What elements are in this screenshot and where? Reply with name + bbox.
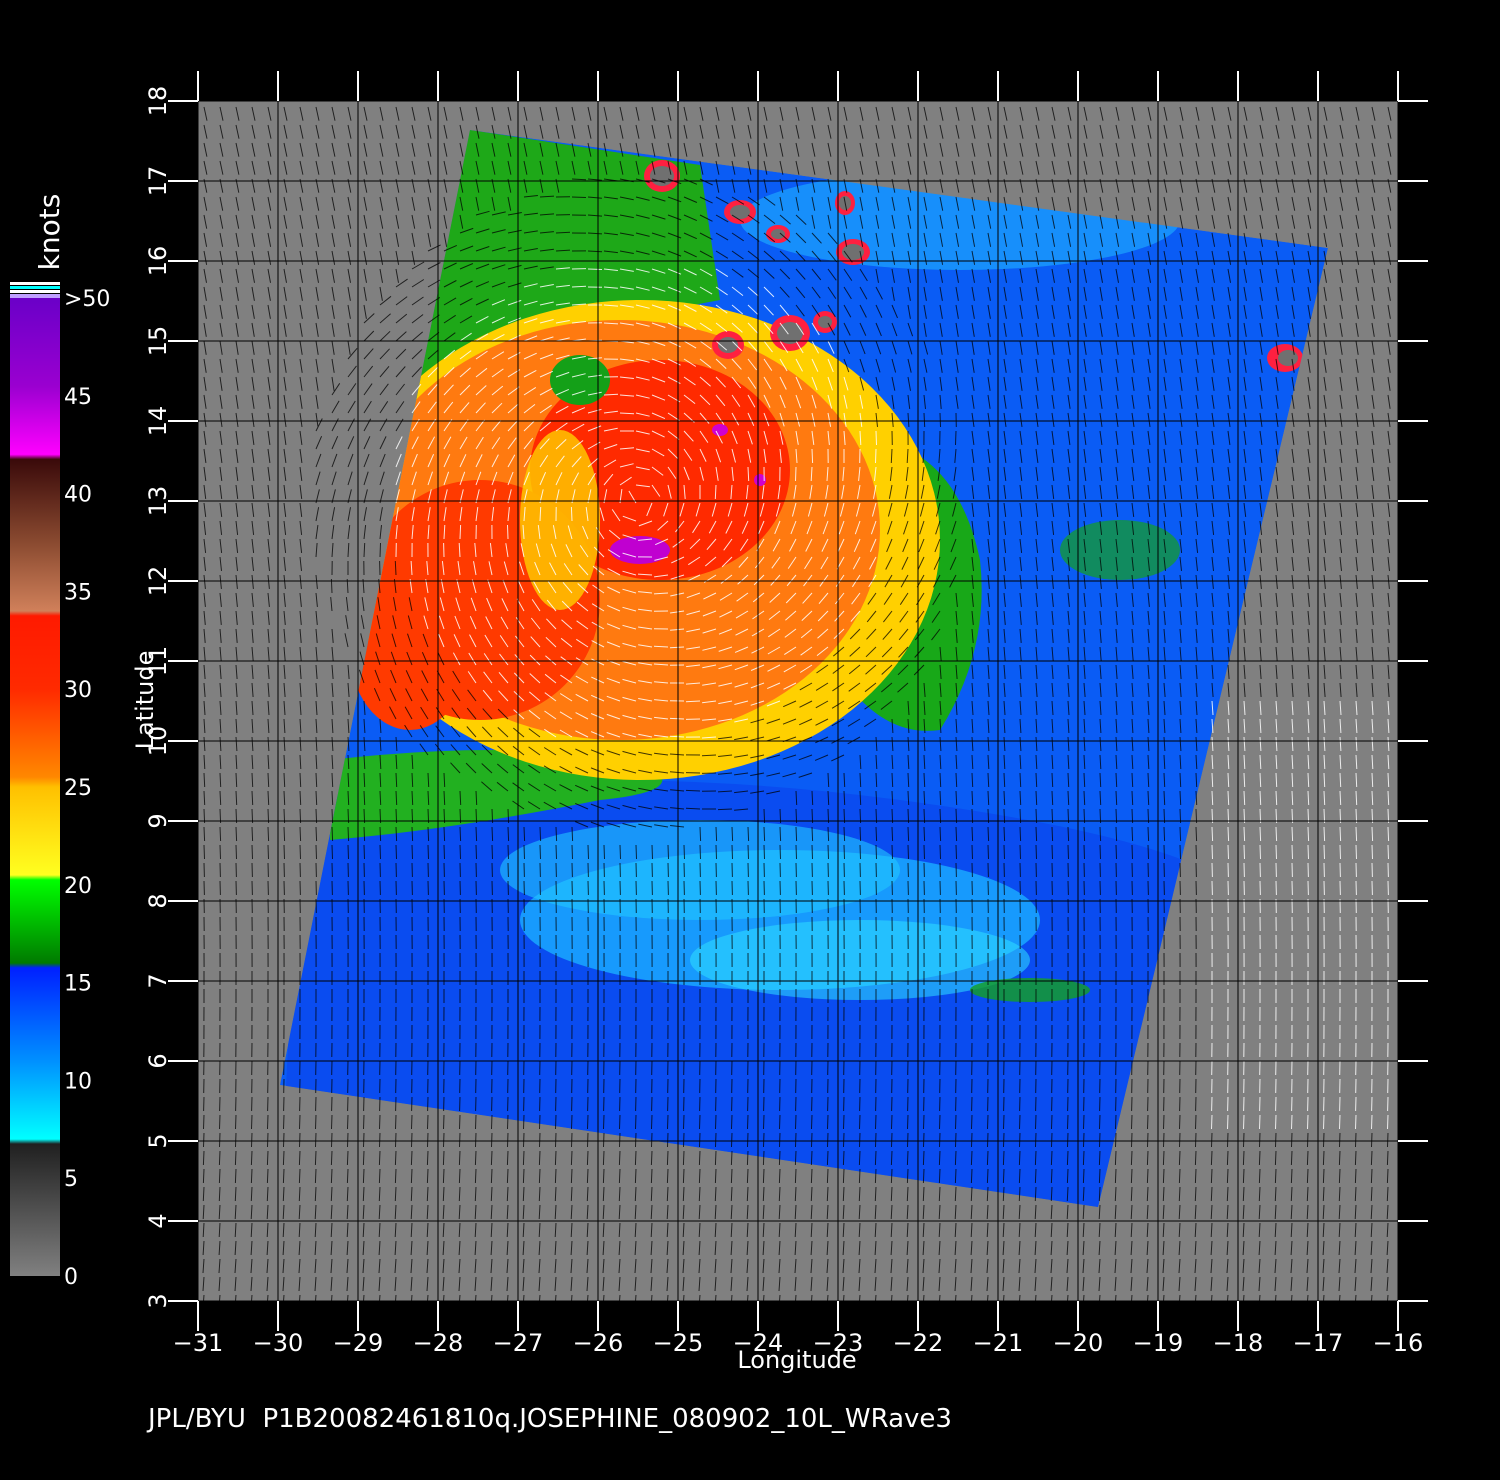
y-tick-label: 12	[144, 566, 172, 597]
y-tick-label: 3	[144, 1293, 172, 1308]
x-tick-label: −26	[573, 1329, 624, 1357]
y-tick-label: 10	[144, 726, 172, 757]
x-tick-label: −27	[493, 1329, 544, 1357]
colorbar-label: 10	[64, 1069, 92, 1094]
y-axis-label: Latitude	[131, 651, 159, 750]
y-tick-label: 8	[144, 893, 172, 908]
x-tick-label: −19	[1133, 1329, 1184, 1357]
colorbar-unit: knots	[33, 194, 66, 271]
vector-field-dark	[202, 106, 1392, 1301]
x-tick-label: −16	[1373, 1329, 1424, 1357]
y-tick-label: 11	[144, 646, 172, 677]
x-tick-label: −21	[973, 1329, 1024, 1357]
y-tick-label: 17	[144, 166, 172, 197]
vector-field-light	[395, 267, 1390, 1130]
y-tick-label: 9	[144, 813, 172, 828]
colorbar: knots >50 45 40 35 30 25 20 15 10 5 0	[10, 194, 110, 1290]
colorbar-labels: >50 45 40 35 30 25 20 15 10 5 0	[64, 287, 110, 1290]
wind-vectors	[202, 106, 1392, 1301]
x-axis-label: Longitude	[737, 1346, 856, 1374]
colorbar-label: 20	[64, 874, 92, 899]
lat-lon-grid	[197, 100, 1399, 1302]
x-tick-label: −31	[173, 1329, 224, 1357]
x-tick-label: −20	[1053, 1329, 1104, 1357]
colorbar-label: 0	[64, 1265, 78, 1290]
y-tick-label: 18	[144, 86, 172, 117]
x-tick-label: −18	[1213, 1329, 1264, 1357]
colorbar-label: 45	[64, 385, 92, 410]
x-tick-label: −24	[733, 1329, 784, 1357]
x-tick-label: −29	[333, 1329, 384, 1357]
x-tick-label: −17	[1293, 1329, 1344, 1357]
y-tick-label: 13	[144, 486, 172, 517]
x-tick-label: −22	[893, 1329, 944, 1357]
colorbar-label: 5	[64, 1167, 78, 1192]
axis-ticks	[168, 71, 1428, 1331]
colorbar-label: 25	[64, 776, 92, 801]
y-tick-label: 4	[144, 1213, 172, 1228]
y-tick-label: 7	[144, 973, 172, 988]
satellite-swath	[280, 130, 1328, 1207]
y-tick-label: 5	[144, 1133, 172, 1148]
y-tick-labels: 3 4 5 6 7 8 9 10 11 12 13 14 15 16 17 18	[144, 86, 172, 1309]
y-tick-label: 14	[144, 406, 172, 437]
footer-caption: JPL/BYU P1B20082461810q.JOSEPHINE_080902…	[148, 1404, 952, 1434]
y-tick-label: 6	[144, 1053, 172, 1068]
x-tick-label: −23	[813, 1329, 864, 1357]
x-tick-label: −28	[413, 1329, 464, 1357]
y-tick-label: 15	[144, 326, 172, 357]
colorbar-label: 30	[64, 678, 92, 703]
colorbar-label: 15	[64, 972, 92, 997]
colorbar-label: 40	[64, 483, 92, 508]
colorbar-scale	[10, 298, 60, 1276]
x-tick-labels: −31 −30 −29 −28 −27 −26 −25 −24 −23 −22 −21 −20 −19 −…	[173, 1329, 1424, 1357]
colorbar-label: 35	[64, 580, 92, 605]
colorbar-label: >50	[64, 287, 110, 312]
y-tick-label: 16	[144, 246, 172, 277]
x-tick-label: −25	[653, 1329, 704, 1357]
x-tick-label: −30	[253, 1329, 304, 1357]
